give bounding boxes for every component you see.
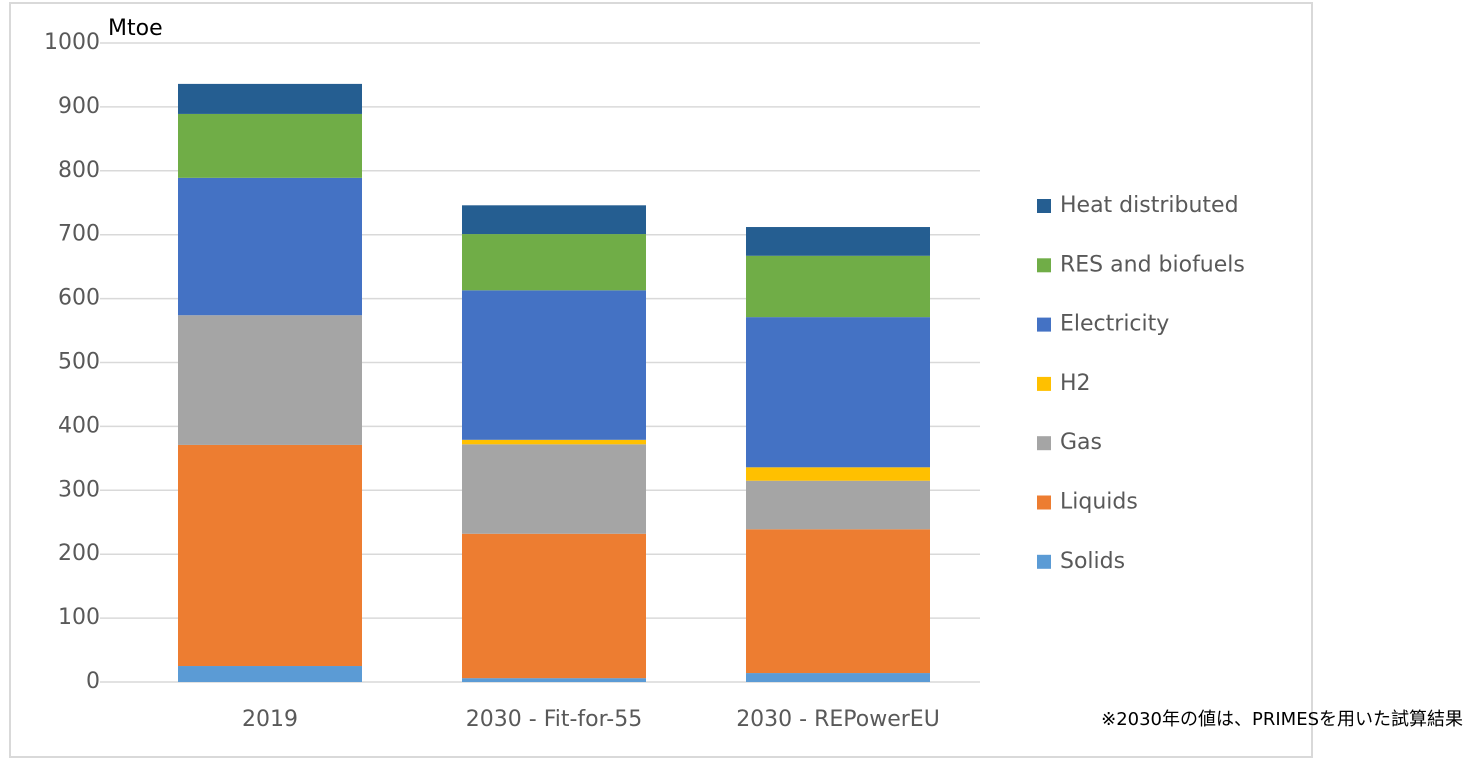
legend-label: Solids [1060,549,1125,574]
y-tick-label: 500 [58,350,100,375]
bar-segment [746,317,930,468]
y-tick-label: 600 [58,286,100,311]
bar-segment [178,177,362,316]
legend-label: Gas [1060,430,1102,455]
bar-segment [462,678,646,682]
y-tick-label: 400 [58,413,100,438]
y-tick-label: 800 [58,158,100,183]
y-tick-label: 700 [58,222,100,247]
bar-segment [746,255,930,318]
bar-segment [462,290,646,440]
y-tick-label: 100 [58,605,100,630]
legend-label: Heat distributed [1060,193,1239,218]
x-tick-label: 2030 - Fit-for-55 [466,707,642,732]
bar-segment [178,83,362,114]
y-tick-label: 1000 [44,30,100,55]
legend-label: RES and biofuels [1060,252,1245,277]
bar-segment [462,439,646,445]
y-tick-label: 200 [58,541,100,566]
bar-segment [746,467,930,481]
note: ※2030年の値は、PRIMESを用いた試算結果 [1101,709,1463,730]
bar-segment [746,480,930,530]
legend-swatch [1037,495,1051,510]
legend-label: Electricity [1060,312,1169,337]
chart-frame [9,2,1313,758]
y-tick-label: 300 [58,477,100,502]
bar-segment [746,227,930,256]
bar-segment [178,666,362,682]
legend-label: Liquids [1060,490,1138,515]
bar-segment [178,444,362,667]
bar-segment [462,533,646,679]
bar-segment [178,113,362,178]
y-tick-label: 0 [86,669,100,694]
x-tick-label: 2030 - REPowerEU [736,707,940,732]
bar-segment [462,234,646,291]
legend-swatch [1037,554,1051,569]
bar-segment [462,444,646,534]
legend-swatch [1037,258,1051,273]
legend-swatch [1037,317,1051,332]
bar-segment [178,315,362,445]
y-axis-label: Mtoe [108,16,163,41]
bar-segment [746,529,930,674]
bar-segment [746,673,930,682]
bar-segment [462,205,646,235]
legend-label: H2 [1060,371,1091,396]
y-tick-label: 900 [58,94,100,119]
legend-swatch [1037,436,1051,451]
x-tick-label: 2019 [242,707,298,732]
legend-swatch [1037,376,1051,391]
legend-swatch [1037,199,1051,213]
